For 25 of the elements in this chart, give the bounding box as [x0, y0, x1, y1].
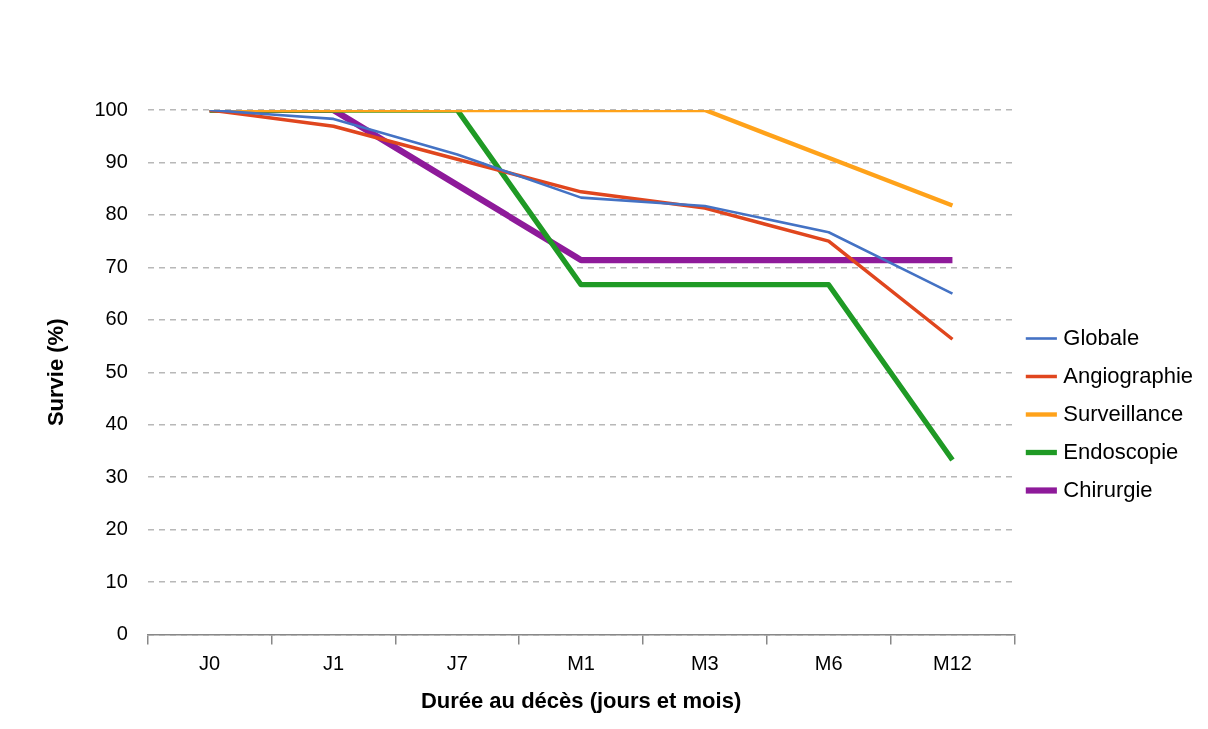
y-tick-label: 40 [105, 412, 128, 435]
y-tick-label: 20 [105, 517, 128, 540]
x-tick-label: M12 [932, 652, 972, 675]
x-tick-label: M6 [814, 652, 843, 675]
y-tick-label: 0 [116, 622, 128, 645]
y-tick-label: 50 [105, 359, 128, 382]
y-tick-label: 30 [105, 464, 128, 487]
legend-label: Surveillance [1063, 400, 1184, 426]
x-tick-label: M1 [567, 652, 595, 675]
y-tick-label: 60 [105, 307, 128, 330]
legend-label: Endoscopie [1063, 438, 1179, 464]
y-tick-label: 80 [105, 202, 128, 225]
legend-label: Chirurgie [1063, 476, 1153, 502]
legend-label: Angiographie [1063, 362, 1194, 388]
x-tick-label: J7 [446, 652, 468, 675]
x-tick-label: J0 [199, 652, 221, 675]
x-tick-label: M3 [690, 652, 719, 675]
y-tick-label: 70 [105, 254, 128, 277]
y-axis-title: Survie (%) [43, 318, 69, 427]
y-tick-label: 10 [105, 569, 128, 592]
legend-label: Globale [1063, 324, 1140, 350]
x-axis-title: Durée au décès (jours et mois) [420, 687, 742, 713]
y-tick-label: 100 [94, 97, 128, 120]
y-tick-label: 90 [105, 149, 128, 172]
x-tick-label: J1 [322, 652, 345, 675]
